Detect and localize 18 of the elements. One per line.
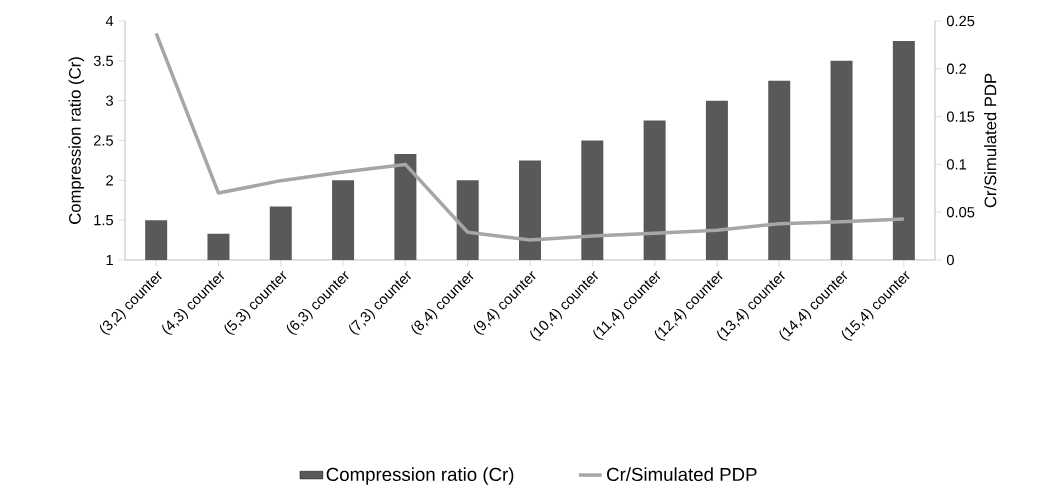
legend-label: Cr/Simulated PDP <box>607 467 757 482</box>
y-tick-label: 3.5 <box>93 55 114 67</box>
legend-label: Compression ratio (Cr) <box>326 467 514 485</box>
line-series <box>154 31 906 242</box>
y2-tick-label: 0.2 <box>946 63 967 74</box>
y2-tick-label: 0.25 <box>946 15 975 27</box>
y-tick-label: 1.5 <box>94 215 114 226</box>
y-tick-label: 3 <box>106 95 113 106</box>
y2-axis-title: Cr/Simulated PDP <box>984 73 997 208</box>
y2-tick-label: 0.1 <box>946 159 967 170</box>
y-tick-label: 1 <box>106 254 113 266</box>
y-tick-label: 2.5 <box>93 135 114 146</box>
y2-tick-label: 0.15 <box>946 111 975 122</box>
y2-tick-label: 0.05 <box>946 207 975 218</box>
y-tick-label: 4 <box>105 15 114 27</box>
y-axis-title: Compression ratio (Cr) <box>68 57 85 224</box>
y2-tick-label: 0 <box>946 254 954 266</box>
y-tick-label: 2 <box>106 175 113 186</box>
